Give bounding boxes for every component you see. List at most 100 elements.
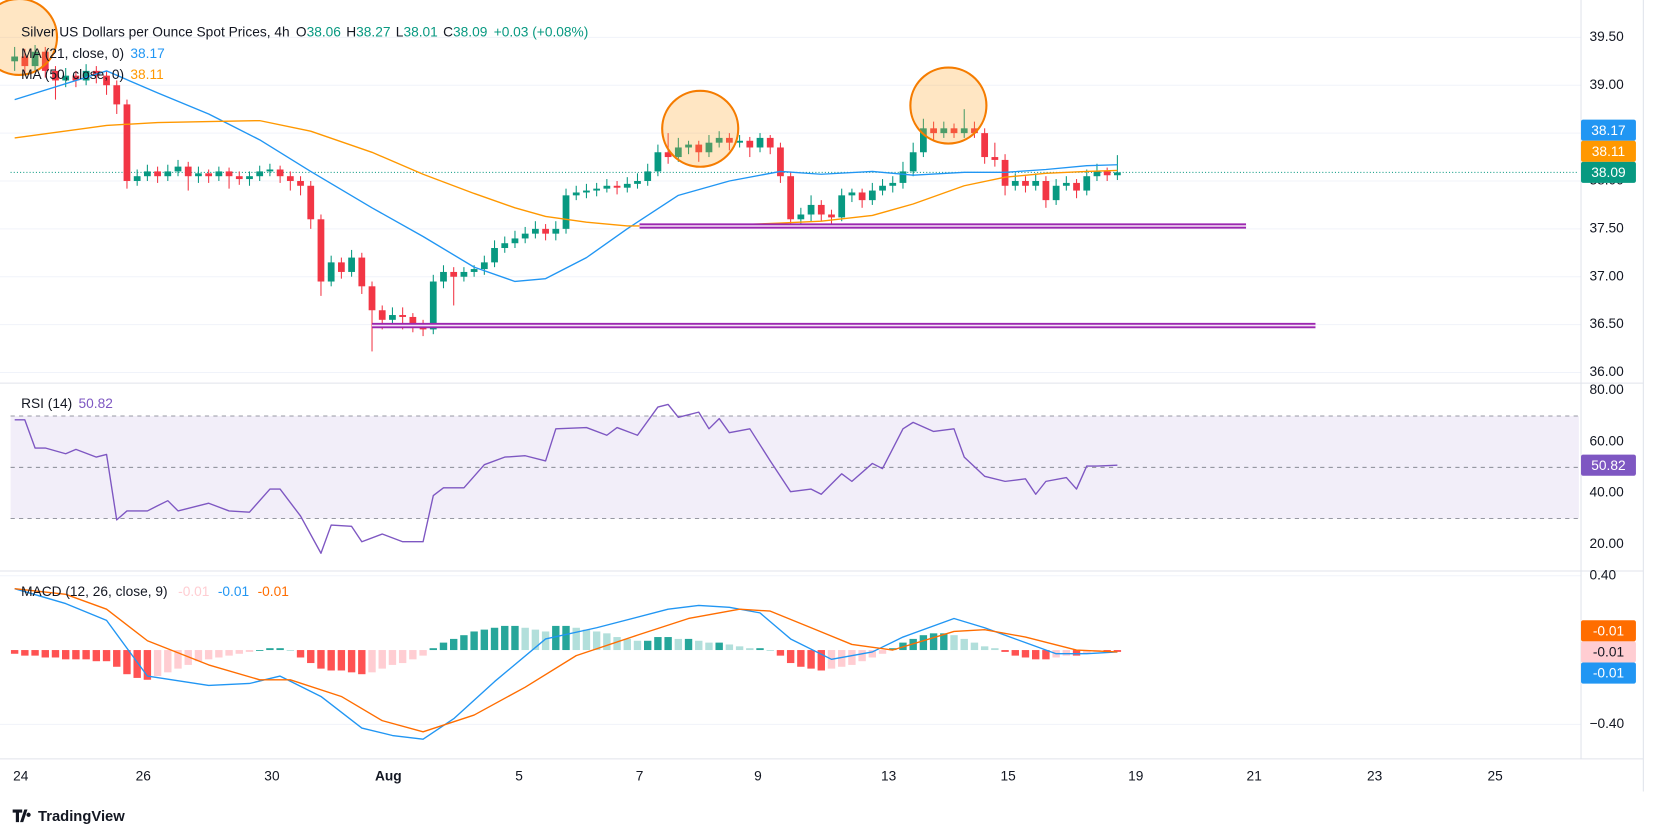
candle-body: [246, 176, 253, 180]
candle-body: [777, 147, 784, 177]
candle-body: [797, 214, 805, 220]
histogram-bar: [256, 650, 264, 651]
candle-body: [920, 128, 927, 153]
histogram-bar: [817, 650, 825, 671]
candle-body: [154, 171, 161, 177]
histogram-bar: [746, 648, 754, 651]
highlight-circle: [909, 66, 988, 145]
histogram-bar: [225, 650, 233, 656]
candle-body: [828, 214, 835, 218]
candle-body: [960, 128, 968, 134]
value-badge-label: 38.11: [1592, 144, 1625, 159]
histogram-bar: [266, 648, 274, 651]
histogram-bar: [82, 650, 90, 660]
histogram-bar: [72, 650, 80, 660]
x-tick-label: 13: [881, 768, 897, 783]
histogram-bar: [398, 650, 407, 664]
histogram-bar: [929, 633, 938, 651]
candle-body: [807, 204, 815, 215]
histogram-bar: [889, 648, 897, 651]
candle-body: [532, 228, 539, 234]
histogram-bar: [10, 650, 19, 654]
histogram-bar: [347, 650, 356, 673]
value-badge: [1581, 140, 1636, 162]
candle-body: [297, 180, 304, 186]
y-tick-label: −0.40: [1589, 716, 1624, 731]
x-tick-label: 7: [636, 768, 644, 783]
candle-body: [317, 219, 325, 282]
histogram-bar: [521, 627, 529, 651]
value-badge-label: -0.01: [1593, 623, 1624, 638]
candle-body: [338, 262, 345, 272]
legend-item: MACD (12, 26, close, 9): [21, 584, 167, 599]
histogram-bar: [133, 650, 141, 678]
candle-body: [123, 104, 131, 181]
candle-body: [133, 176, 141, 181]
rsi-band: [10, 416, 1579, 519]
histogram-bar: [511, 625, 519, 651]
highlight-circle: [0, 0, 59, 76]
histogram-bar: [1032, 650, 1040, 660]
histogram-bar: [164, 650, 172, 673]
candle-body: [623, 183, 631, 188]
candle-body: [766, 137, 774, 148]
legend: MACD (12, 26, close, 9) -0.01 -0.01 -0.01: [21, 584, 289, 599]
histogram-bar: [695, 640, 703, 651]
candle-body: [603, 185, 611, 189]
histogram-bar: [878, 650, 887, 654]
value-badge-label: -0.01: [1593, 666, 1624, 681]
histogram-bar: [735, 646, 744, 651]
candle-body: [542, 228, 549, 234]
x-tick-label: 9: [754, 768, 762, 783]
candle-body: [950, 128, 958, 134]
annotations: [0, 0, 988, 168]
candle-body: [572, 192, 580, 196]
histogram-bar: [439, 642, 448, 651]
histogram-bar: [623, 638, 631, 651]
candle-body: [930, 128, 937, 134]
histogram-bar: [980, 646, 989, 651]
histogram-bar: [786, 650, 795, 664]
histogram-bar: [429, 648, 437, 651]
legend-item: C: [443, 24, 453, 39]
candle-body: [858, 192, 866, 201]
candle-body: [205, 173, 213, 177]
candle-body: [991, 157, 999, 160]
legend-item: 38.01: [403, 24, 437, 39]
histogram-bar: [1083, 650, 1091, 654]
candle-body: [634, 180, 641, 184]
histogram-bar: [378, 650, 386, 669]
value-badge-label: 38.09: [1591, 165, 1625, 180]
histogram-bar: [531, 629, 540, 651]
histogram-bar: [358, 650, 366, 675]
histogram-bar: [1042, 650, 1050, 660]
candle-body: [235, 176, 243, 180]
candle-body: [695, 144, 703, 153]
histogram-bar: [919, 635, 928, 651]
legend-item: 50.82: [79, 396, 113, 411]
histogram-bar: [21, 650, 29, 656]
legend-item: 38.11: [130, 67, 163, 82]
legend-item: 38.06: [307, 24, 342, 39]
candle-body: [11, 56, 19, 62]
candle-body: [838, 195, 846, 218]
histogram-bar: [409, 650, 417, 660]
candle-body: [276, 169, 284, 177]
x-tick-label: 23: [1367, 768, 1383, 783]
candle-body: [215, 171, 223, 177]
histogram-bar: [541, 631, 550, 651]
y-tick-label: 40.00: [1589, 485, 1624, 500]
histogram-bar: [1011, 650, 1019, 656]
candle-body: [868, 190, 876, 201]
histogram-bar: [633, 640, 642, 651]
candle-body: [674, 147, 682, 158]
candle-body: [644, 171, 652, 181]
candle-body: [358, 257, 366, 287]
histogram-bar: [705, 642, 713, 651]
candle-body: [1062, 182, 1070, 186]
candle-body: [307, 185, 315, 220]
legend-item: MA (21, close, 0): [21, 45, 124, 60]
histogram-bar: [1072, 650, 1081, 656]
histogram-bar: [51, 650, 60, 658]
